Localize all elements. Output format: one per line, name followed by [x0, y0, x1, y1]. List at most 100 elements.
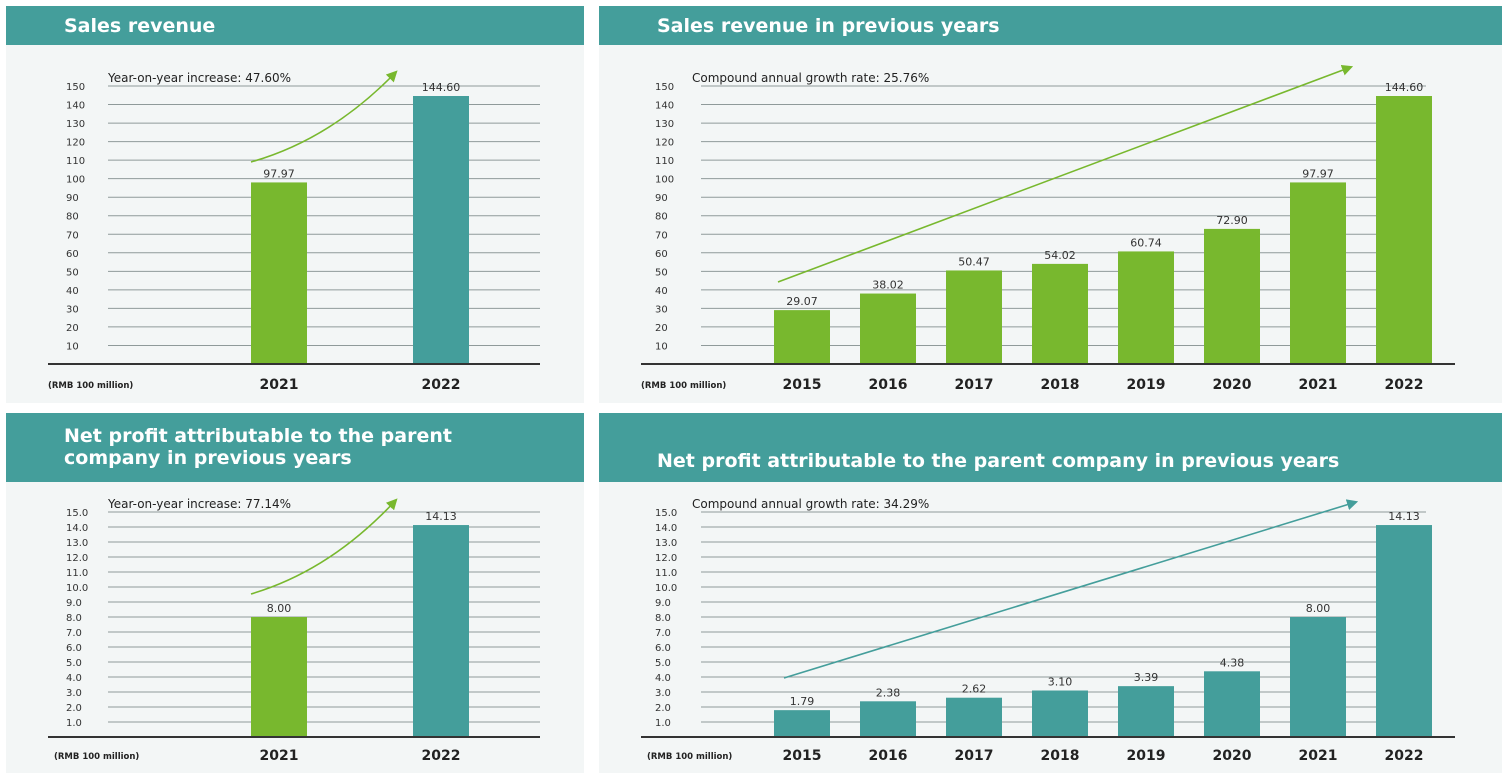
y-tick-label: 1.0 [655, 718, 671, 729]
y-tick-label: 8.0 [655, 613, 671, 624]
y-tick-label: 3.0 [66, 688, 82, 699]
y-tick-label: 9.0 [655, 598, 671, 609]
y-tick-label: 30 [655, 304, 668, 315]
y-tick-label: 8.0 [66, 613, 82, 624]
net-profit-panel: Net profit attributable to the parent co… [6, 413, 584, 773]
y-tick-label: 20 [66, 323, 79, 334]
bar [774, 710, 830, 737]
y-tick-label: 10.0 [655, 583, 677, 594]
y-tick-label: 90 [655, 193, 668, 204]
y-tick-label: 100 [66, 175, 85, 186]
x-category-label: 2017 [955, 377, 994, 393]
y-tick-label: 50 [655, 267, 668, 278]
bar [413, 525, 469, 737]
y-tick-label: 130 [655, 119, 674, 130]
trend-arrow [777, 64, 1354, 283]
y-tick-label: 20 [655, 323, 668, 334]
bar [1376, 525, 1432, 737]
bar [860, 701, 916, 737]
unit-label: (RMB 100 million) [641, 381, 726, 391]
sales-revenue-history-panel: Sales revenue in previous years 10 20 30 40… [599, 6, 1502, 403]
y-tick-label: 150 [66, 82, 85, 93]
y-tick-label: 120 [655, 138, 674, 149]
x-category-label: 2022 [1385, 377, 1424, 393]
y-tick-label: 150 [655, 82, 674, 93]
y-tick-label: 110 [655, 156, 674, 167]
growth-annotation: Compound annual growth rate: 25.76% [692, 71, 929, 85]
bar-value-label: 2.38 [876, 686, 901, 699]
y-tick-label: 12.0 [655, 553, 677, 564]
trend-arrow [250, 498, 398, 595]
bar [946, 270, 1002, 364]
y-tick-label: 60 [655, 249, 668, 260]
bar-value-label: 3.10 [1048, 676, 1073, 689]
panel-title: Sales revenue [64, 15, 216, 37]
bar [1118, 251, 1174, 364]
bar-value-label: 38.02 [872, 279, 904, 292]
bar [1290, 182, 1346, 364]
sales-revenue-chart: 10 20 30 40 50 60 70 80 90 100 110 120 130 140 150 Year… [48, 70, 540, 393]
growth-annotation: Compound annual growth rate: 34.29% [692, 497, 929, 511]
bar-value-label: 8.00 [1306, 602, 1331, 615]
bar-value-label: 3.39 [1134, 671, 1159, 684]
x-category-label: 2021 [1299, 377, 1338, 393]
panel-header: Sales revenue in previous years [599, 6, 1502, 45]
unit-label: (RMB 100 million) [647, 752, 732, 762]
sales-revenue-history-chart: 10 20 30 40 50 60 70 80 90 100 110 120 130 140 150 Comp… [641, 64, 1455, 393]
y-tick-label: 9.0 [66, 598, 82, 609]
net-profit-history-panel: Net profit attributable to the parent co… [599, 413, 1502, 773]
y-tick-label: 7.0 [655, 628, 671, 639]
y-tick-label: 11.0 [655, 568, 677, 579]
panel-header: Net profit attributable to the parent co… [6, 413, 584, 482]
x-category-label: 2021 [260, 748, 299, 764]
y-tick-label: 12.0 [66, 553, 88, 564]
bar-value-label: 4.38 [1220, 656, 1245, 669]
x-category-label: 2022 [1385, 748, 1424, 764]
y-tick-label: 130 [66, 119, 85, 130]
y-tick-label: 13.0 [655, 538, 677, 549]
y-tick-label: 5.0 [66, 658, 82, 669]
x-category-label: 2019 [1127, 377, 1166, 393]
y-tick-label: 70 [655, 230, 668, 241]
y-tick-label: 15.0 [655, 508, 677, 519]
bar [860, 293, 916, 364]
bar [1032, 690, 1088, 737]
bar [1032, 263, 1088, 364]
unit-label: (RMB 100 million) [48, 381, 133, 391]
trend-arrow [250, 70, 398, 163]
trend-arrow [783, 499, 1359, 679]
bar-value-label: 72.90 [1216, 214, 1248, 227]
x-category-label: 2016 [869, 748, 908, 764]
bar-value-label: 1.79 [790, 695, 815, 708]
panel-header: Net profit attributable to the parent co… [599, 413, 1502, 482]
x-category-label: 2021 [1299, 748, 1338, 764]
y-tick-label: 11.0 [66, 568, 88, 579]
y-tick-label: 50 [66, 267, 79, 278]
y-tick-label: 2.0 [66, 703, 82, 714]
y-tick-label: 140 [66, 101, 85, 112]
y-tick-label: 13.0 [66, 538, 88, 549]
y-tick-label: 3.0 [655, 688, 671, 699]
y-tick-label: 7.0 [66, 628, 82, 639]
x-category-label: 2015 [783, 377, 822, 393]
y-tick-label: 60 [66, 249, 79, 260]
x-category-label: 2018 [1041, 377, 1080, 393]
y-tick-label: 10 [66, 341, 79, 352]
bar [1204, 228, 1260, 364]
x-category-label: 2021 [260, 377, 299, 393]
bar [1376, 96, 1432, 364]
net-profit-chart: 1.0 2.0 3.0 4.0 5.0 6.0 7.0 8.0 9.0 10.0 11.0 12.0 1… [48, 497, 540, 764]
bar-value-label: 8.00 [267, 602, 292, 615]
bar-value-label: 2.62 [962, 683, 987, 696]
panel-title: Sales revenue in previous years [657, 15, 1000, 37]
bar [1118, 686, 1174, 737]
y-tick-label: 2.0 [655, 703, 671, 714]
bar-value-label: 97.97 [263, 167, 295, 180]
bar-value-label: 50.47 [958, 255, 990, 268]
net-profit-history-chart: 1.0 2.0 3.0 4.0 5.0 6.0 7.0 8.0 9.0 10.0 11.0 12.0 1… [641, 497, 1455, 764]
y-tick-label: 1.0 [66, 718, 82, 729]
y-tick-label: 80 [655, 212, 668, 223]
bar-value-label: 144.60 [422, 81, 461, 94]
y-tick-label: 110 [66, 156, 85, 167]
y-tick-label: 14.0 [66, 523, 88, 534]
